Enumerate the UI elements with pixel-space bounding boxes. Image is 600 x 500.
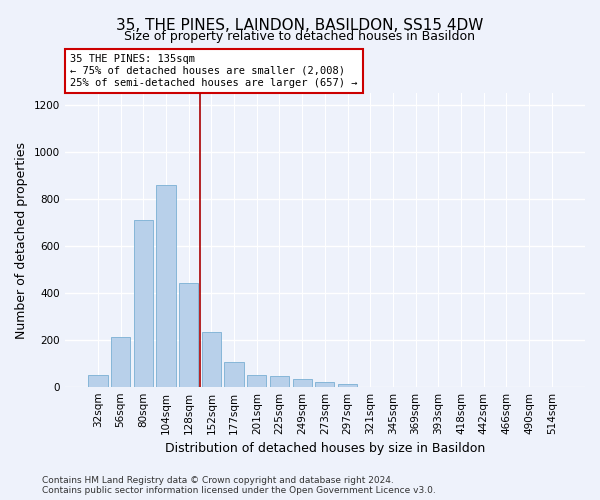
Text: Contains HM Land Registry data © Crown copyright and database right 2024.
Contai: Contains HM Land Registry data © Crown c…	[42, 476, 436, 495]
Bar	[88, 375, 107, 386]
Bar	[111, 338, 130, 386]
Text: Size of property relative to detached houses in Basildon: Size of property relative to detached ho…	[125, 30, 476, 43]
Bar	[134, 220, 153, 386]
Bar	[202, 332, 221, 386]
Bar	[247, 375, 266, 386]
Bar	[338, 384, 357, 386]
Text: 35, THE PINES, LAINDON, BASILDON, SS15 4DW: 35, THE PINES, LAINDON, BASILDON, SS15 4…	[116, 18, 484, 32]
Bar	[179, 284, 199, 387]
Bar	[224, 362, 244, 386]
Bar	[270, 376, 289, 386]
Bar	[157, 185, 176, 386]
Text: 35 THE PINES: 135sqm
← 75% of detached houses are smaller (2,008)
25% of semi-de: 35 THE PINES: 135sqm ← 75% of detached h…	[70, 54, 358, 88]
Bar	[315, 382, 334, 386]
X-axis label: Distribution of detached houses by size in Basildon: Distribution of detached houses by size …	[165, 442, 485, 455]
Y-axis label: Number of detached properties: Number of detached properties	[15, 142, 28, 338]
Bar	[293, 379, 312, 386]
